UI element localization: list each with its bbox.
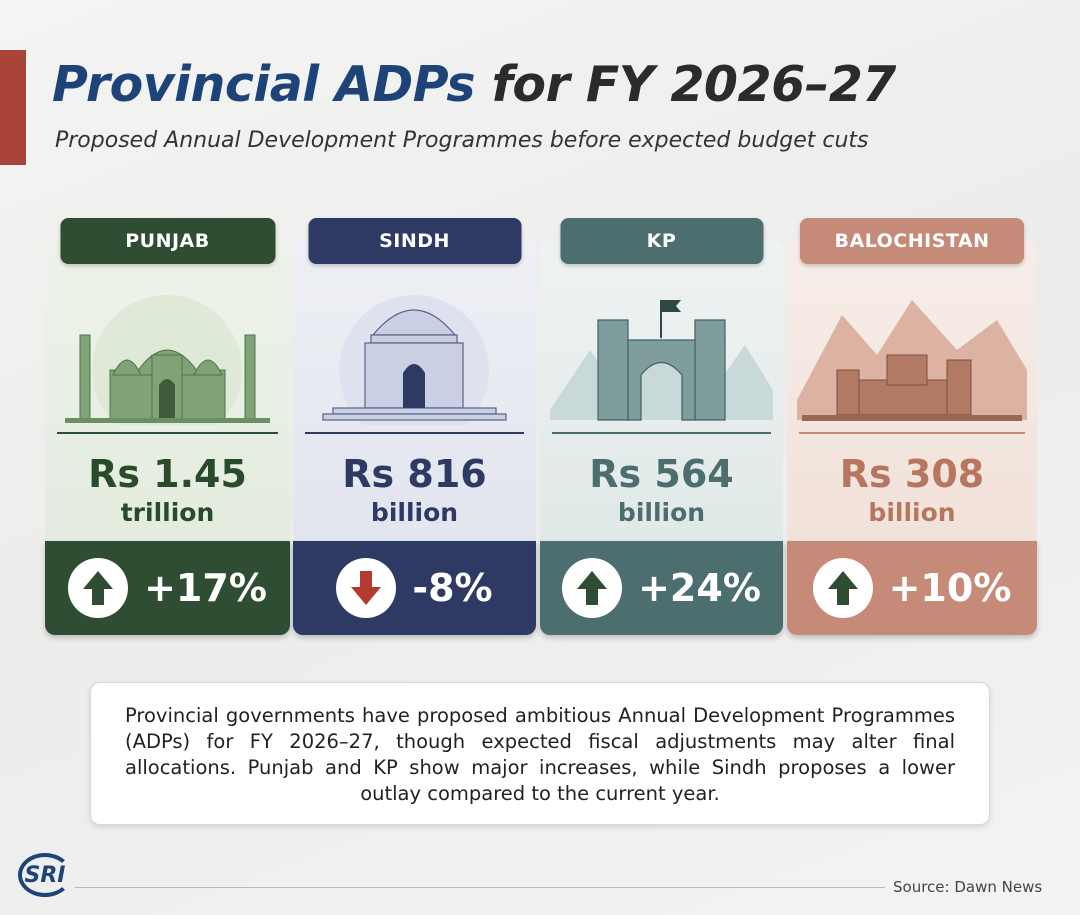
arrow-up: [577, 571, 608, 605]
illustration-shape: [244, 334, 256, 421]
amount: Rs 564: [589, 452, 734, 496]
illustration-shape: [694, 319, 726, 421]
illustration: [797, 300, 1027, 421]
accent-bar: [0, 50, 26, 165]
illustration: [322, 295, 507, 425]
illustration-shape: [79, 334, 91, 421]
illustration-shape: [112, 359, 142, 376]
change-panel: -8%: [293, 541, 536, 635]
logo: SRI: [18, 853, 72, 897]
amount: Rs 308: [839, 452, 985, 496]
divider: [57, 432, 278, 434]
arrow-icon: [562, 558, 623, 618]
province-badge: PUNJAB: [60, 218, 275, 264]
title: Provincial ADPs for FY 2026–27: [52, 56, 896, 113]
province-card: SINDH Rs 816 billion -8%: [293, 218, 536, 635]
illustration-shape: [332, 407, 497, 415]
illustration-shape: [351, 571, 382, 605]
illustration: [65, 295, 270, 425]
illustration-shape: [577, 571, 608, 605]
divider: [552, 432, 771, 434]
illustration-shape: [193, 359, 223, 376]
province-badge: KP: [560, 218, 763, 264]
illustration: [550, 300, 773, 421]
illustration-shape: [597, 319, 629, 421]
divider: [305, 432, 524, 434]
illustration-shape: [946, 359, 972, 416]
divider: [799, 432, 1025, 434]
change: +24%: [638, 566, 761, 610]
province-card: KP Rs 564 billion +24%: [540, 218, 783, 635]
illustration-shape: [597, 319, 726, 421]
illustration-shape: [371, 309, 457, 336]
illustration-shape: [827, 571, 858, 605]
amount: Rs 1.45: [88, 452, 247, 496]
illustration-shape: [836, 369, 860, 416]
title-rest: for FY 2026–27: [491, 56, 897, 113]
arrow-down: [351, 571, 382, 605]
change: +17%: [144, 566, 267, 610]
unit: trillion: [120, 498, 215, 527]
illustration-shape: [886, 354, 928, 386]
change-panel: +10%: [787, 541, 1037, 635]
change: -8%: [412, 566, 493, 610]
change: +10%: [888, 566, 1012, 610]
province-badge: BALOCHISTAN: [800, 218, 1024, 264]
arrow-icon: [812, 558, 873, 618]
unit: billion: [868, 498, 956, 527]
illustration-shape: [836, 354, 972, 416]
illustration-shape: [83, 571, 114, 605]
province-card: PUNJAB Rs 1.45 trillion +17%: [45, 218, 290, 635]
arrow-icon: [68, 558, 129, 618]
summary-box: Provincial governments have proposed amb…: [90, 682, 990, 825]
illustration-shape: [627, 339, 696, 421]
illustration-shape: [403, 364, 425, 408]
province-badge: SINDH: [308, 218, 521, 264]
illustration-shape: [65, 418, 270, 423]
change-panel: +17%: [45, 541, 290, 635]
subtitle: Proposed Annual Development Programmes b…: [55, 128, 869, 153]
summary-text: Provincial governments have proposed amb…: [125, 704, 955, 805]
arrow-up: [83, 571, 114, 605]
illustration-shape: [802, 415, 1022, 421]
change-panel: +24%: [540, 541, 783, 635]
unit: billion: [370, 498, 459, 527]
illustration-shape: [322, 413, 507, 421]
arrow-up: [827, 571, 858, 605]
title-highlight: Provincial ADPs: [52, 56, 476, 113]
source: Source: Dawn News: [893, 878, 1043, 896]
illustration-shape: [661, 300, 681, 312]
amount: Rs 816: [342, 452, 487, 496]
province-card: BALOCHISTAN Rs 308 billion +10%: [787, 218, 1037, 635]
illustration-shape: [159, 379, 175, 420]
footer-line: [75, 887, 885, 888]
arrow-icon: [336, 558, 397, 618]
illustration-shape: [370, 334, 458, 344]
unit: billion: [617, 498, 706, 527]
